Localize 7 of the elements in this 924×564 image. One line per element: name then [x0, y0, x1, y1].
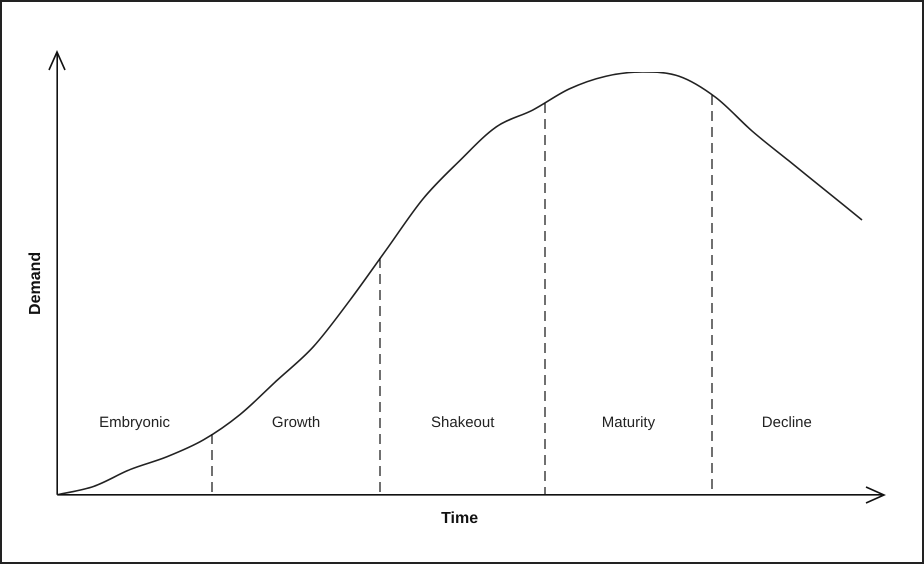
annotation: Growth [272, 414, 320, 432]
annotation: Decline [762, 414, 812, 432]
annotation: Maturity [602, 414, 656, 432]
y-axis-title: Demand [27, 252, 44, 315]
annotation: Embryonic [99, 414, 170, 432]
annotation: Shakeout [431, 414, 496, 432]
x-axis-title: Time [441, 510, 478, 527]
